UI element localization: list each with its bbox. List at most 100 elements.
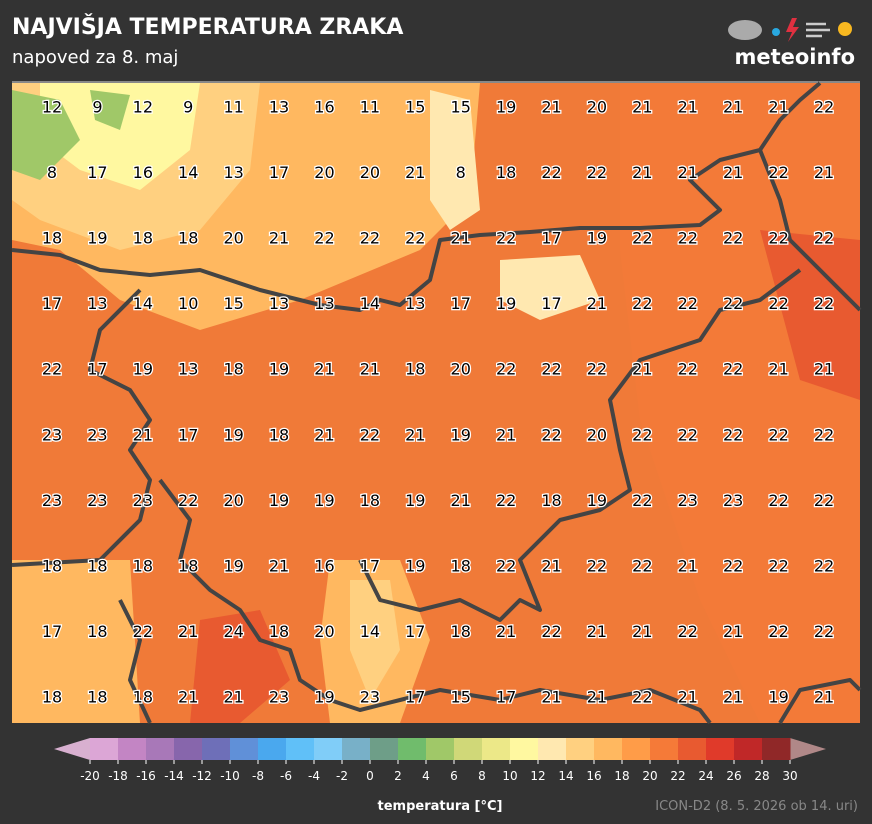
temperature-value: 21 — [541, 688, 561, 707]
temperature-value: 16 — [314, 556, 334, 575]
temperature-value: 21 — [269, 556, 289, 575]
temperature-value: 19 — [87, 229, 107, 248]
temperature-value: 17 — [269, 163, 289, 182]
colorbar-bin — [734, 738, 763, 760]
temperature-value: 18 — [405, 360, 425, 379]
temperature-value: 23 — [269, 688, 289, 707]
temperature-value: 19 — [587, 229, 607, 248]
temperature-value: 22 — [723, 294, 743, 313]
temperature-value: 23 — [678, 491, 698, 510]
temperature-value: 17 — [87, 360, 107, 379]
temperature-value: 19 — [133, 360, 153, 379]
colorbar-tick-label: -6 — [280, 769, 292, 783]
colorbar-bin — [454, 738, 483, 760]
temperature-value: 19 — [587, 491, 607, 510]
temperature-value: 11 — [223, 98, 243, 117]
colorbar-bin — [510, 738, 539, 760]
temperature-value: 19 — [451, 425, 471, 444]
temperature-value: 23 — [133, 491, 153, 510]
colorbar-bin — [706, 738, 735, 760]
colorbar-bin — [258, 738, 287, 760]
colorbar-tick-label: 22 — [670, 769, 685, 783]
temperature-value: 15 — [451, 98, 471, 117]
temperature-value: 22 — [541, 622, 561, 641]
temperature-value: 22 — [814, 98, 834, 117]
colorbar-bin — [230, 738, 259, 760]
temperature-value: 20 — [223, 229, 243, 248]
temperature-value: 19 — [405, 556, 425, 575]
temperature-value: 18 — [451, 556, 471, 575]
temperature-value: 21 — [723, 98, 743, 117]
temperature-value: 21 — [496, 425, 516, 444]
temperature-value: 15 — [451, 688, 471, 707]
temperature-value: 21 — [632, 163, 652, 182]
temperature-value: 22 — [814, 491, 834, 510]
temperature-value: 21 — [723, 622, 743, 641]
temperature-value: 22 — [541, 360, 561, 379]
temperature-value: 13 — [269, 294, 289, 313]
temperature-value: 21 — [496, 622, 516, 641]
temperature-value: 22 — [768, 294, 788, 313]
temperature-value: 13 — [405, 294, 425, 313]
colorbar-over — [790, 738, 826, 760]
temperature-value: 19 — [223, 556, 243, 575]
colorbar-bin — [398, 738, 427, 760]
colorbar-tick-label: 16 — [586, 769, 601, 783]
temperature-value: 21 — [269, 229, 289, 248]
temperature-value: 18 — [269, 425, 289, 444]
temperature-value: 9 — [92, 98, 102, 117]
colorbar-tick-label: -14 — [164, 769, 184, 783]
colorbar-tick-label: 8 — [478, 769, 486, 783]
colorbar-tick-label: 18 — [614, 769, 629, 783]
map — [11, 81, 862, 725]
colorbar-tick-label: -16 — [136, 769, 156, 783]
temperature-value: 17 — [405, 622, 425, 641]
temperature-value: 22 — [405, 229, 425, 248]
temperature-value: 22 — [133, 622, 153, 641]
colorbar-bin — [426, 738, 455, 760]
temperature-value: 21 — [314, 425, 334, 444]
temperature-value: 22 — [814, 229, 834, 248]
temperature-value: 20 — [223, 491, 243, 510]
temperature-value: 18 — [87, 556, 107, 575]
temperature-value: 22 — [768, 425, 788, 444]
colorbar-tick-label: 26 — [726, 769, 741, 783]
temperature-value: 21 — [178, 688, 198, 707]
temperature-value: 22 — [360, 229, 380, 248]
temperature-value: 18 — [133, 229, 153, 248]
temperature-value: 17 — [541, 294, 561, 313]
temperature-value: 22 — [587, 163, 607, 182]
temperature-value: 21 — [768, 98, 788, 117]
temperature-value: 19 — [269, 360, 289, 379]
temperature-value: 22 — [496, 229, 516, 248]
colorbar-tick-label: 20 — [642, 769, 657, 783]
temperature-value: 22 — [632, 688, 652, 707]
colorbar-bin — [622, 738, 651, 760]
colorbar-bin — [762, 738, 791, 760]
temperature-value: 22 — [814, 425, 834, 444]
temperature-value: 21 — [360, 360, 380, 379]
temperature-value: 19 — [405, 491, 425, 510]
temperature-value: 22 — [814, 622, 834, 641]
temperature-value: 23 — [87, 491, 107, 510]
temperature-value: 18 — [42, 556, 62, 575]
temperature-value: 22 — [632, 294, 652, 313]
temperature-value: 21 — [678, 163, 698, 182]
temperature-value: 21 — [678, 688, 698, 707]
temperature-value: 20 — [587, 425, 607, 444]
temperature-value: 22 — [496, 556, 516, 575]
colorbar-bin — [174, 738, 203, 760]
temperature-value: 18 — [178, 556, 198, 575]
temperature-value: 13 — [223, 163, 243, 182]
temperature-value: 18 — [178, 229, 198, 248]
colorbar-tick-label: 12 — [530, 769, 545, 783]
colorbar-tick-label: 4 — [422, 769, 430, 783]
temperature-value: 20 — [360, 163, 380, 182]
temperature-value: 13 — [269, 98, 289, 117]
temperature-value: 18 — [87, 688, 107, 707]
temperature-value: 21 — [768, 360, 788, 379]
temperature-value: 19 — [269, 491, 289, 510]
temperature-value: 22 — [723, 556, 743, 575]
temperature-value: 17 — [496, 688, 516, 707]
temperature-value: 21 — [223, 688, 243, 707]
